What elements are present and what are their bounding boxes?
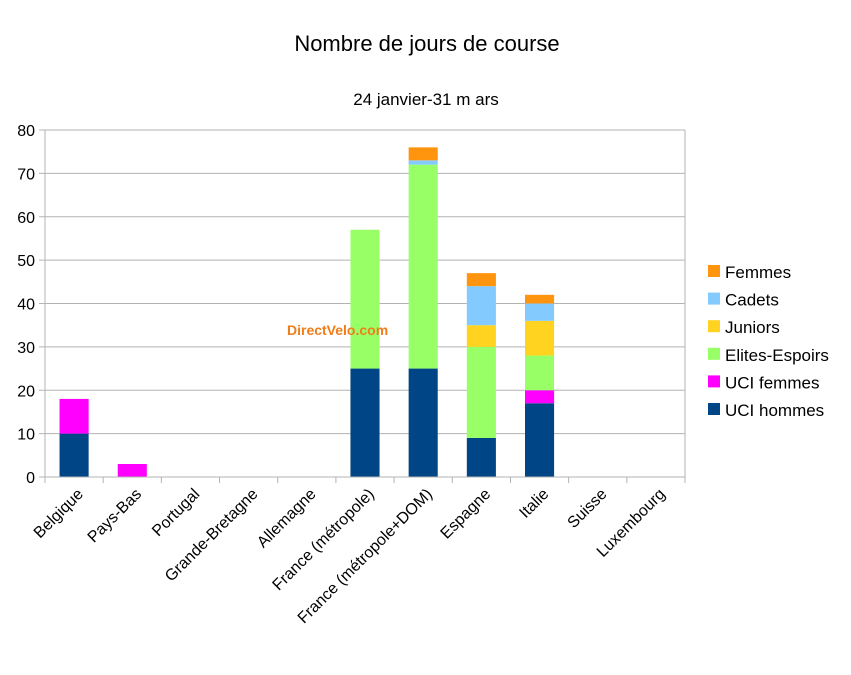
bar-segment-uci-femmes — [525, 390, 555, 404]
bar-segment-uci-hommes — [350, 368, 380, 477]
bar-segment-uci-femmes — [59, 398, 89, 434]
x-tick-label: Italie — [516, 486, 552, 522]
x-tick-label: Suisse — [565, 486, 611, 532]
bar-segment-elites-espoirs — [350, 229, 380, 369]
legend-swatch — [708, 375, 720, 388]
y-tick-label: 70 — [17, 166, 35, 183]
watermark: DirectVelo.com — [287, 322, 388, 338]
x-tick-label: Espagne — [438, 486, 495, 543]
y-tick-label: 50 — [17, 253, 35, 270]
legend-swatch — [708, 265, 720, 277]
legend-label: Elites-Espoirs — [725, 346, 829, 365]
x-tick-label: France (métropole) — [270, 486, 378, 594]
bar-segment-juniors — [525, 320, 555, 356]
bar-segment-elites-espoirs — [466, 346, 496, 438]
bar-segment-femmes — [408, 147, 438, 161]
axes — [44, 130, 686, 478]
bar-segment-uci-hommes — [408, 368, 438, 477]
bar-segment-uci-hommes — [466, 437, 496, 477]
legend-label: UCI femmes — [725, 373, 819, 392]
y-tick-label: 20 — [17, 383, 35, 400]
bar-segment-juniors — [466, 325, 496, 347]
legend-swatch — [708, 347, 720, 360]
x-tick-label: Portugal — [149, 486, 203, 540]
bar-segment-uci-femmes — [117, 463, 147, 477]
chart-title: Nombre de jours de course — [294, 31, 559, 56]
legend-label: UCI hommes — [725, 401, 824, 420]
y-tick-label: 10 — [17, 427, 35, 444]
bar-segment-uci-hommes — [525, 403, 555, 477]
bar-segment-elites-espoirs — [525, 355, 555, 391]
legend-label: Cadets — [725, 291, 779, 310]
legend-swatch — [708, 403, 720, 415]
x-tick-label: Pays-Bas — [85, 486, 145, 546]
legend-swatch — [708, 320, 720, 333]
legend-label: Femmes — [725, 263, 791, 282]
bar-segment-uci-hommes — [59, 433, 89, 477]
y-tick-label: 40 — [17, 297, 35, 314]
legend-swatch — [708, 292, 720, 305]
x-tick-label: Belgique — [31, 486, 87, 542]
y-tick-label: 30 — [17, 340, 35, 357]
y-tick-label: 0 — [26, 470, 35, 487]
bars — [59, 147, 555, 477]
y-axis-ticks: 0 10 20 30 40 50 60 70 80 — [17, 123, 45, 487]
bar-segment-cadets — [408, 160, 438, 165]
y-tick-label: 60 — [17, 210, 35, 227]
y-tick-label: 80 — [17, 123, 35, 140]
bar-segment-femmes — [466, 273, 496, 287]
legend: Femmes Cadets Juniors Elites-Espoirs UCI fem… — [708, 263, 829, 420]
legend-label: Juniors — [725, 318, 780, 337]
bar-segment-cadets — [525, 303, 555, 321]
chart-subtitle: 24 janvier-31 m ars — [353, 90, 499, 109]
bar-segment-elites-espoirs — [408, 164, 438, 369]
bar-segment-cadets — [466, 286, 496, 326]
bar-segment-femmes — [525, 294, 555, 304]
